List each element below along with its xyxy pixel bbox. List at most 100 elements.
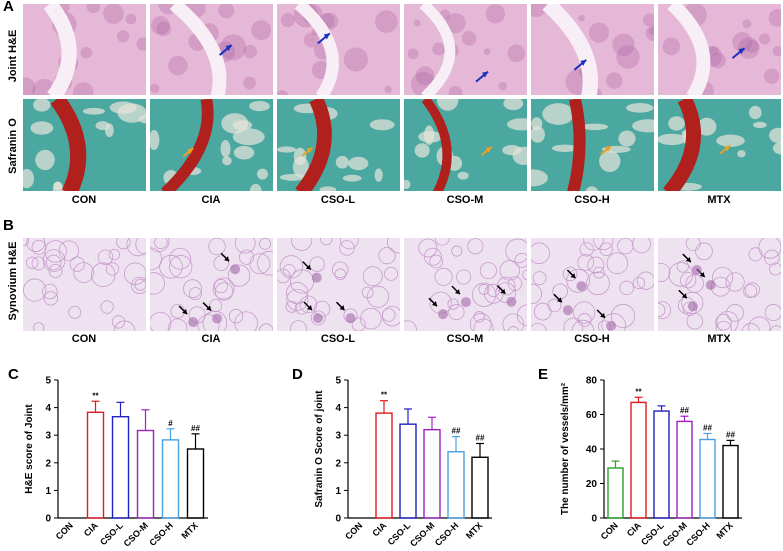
y-tick-label: 3 — [335, 431, 341, 442]
column-label-mtx: MTX — [707, 194, 731, 206]
significance-label: ## — [452, 427, 461, 436]
bar — [630, 401, 647, 519]
x-tick-label: CIA — [370, 520, 388, 538]
x-tick-label: CON — [54, 520, 75, 541]
bar — [423, 428, 441, 519]
column-label-cso-m: CSO-M — [446, 194, 484, 206]
significance-label: ## — [476, 433, 485, 442]
micrograph-syn-con — [22, 237, 147, 332]
column-label-cia: CIA — [201, 194, 221, 206]
bar — [447, 451, 465, 519]
x-tick-label: CSO-L — [98, 520, 125, 547]
column-label-cso-l: CSO-L — [320, 333, 356, 345]
micrograph-he-cso-m — [403, 3, 528, 96]
micrograph-syn-mtx — [657, 237, 782, 332]
x-tick-label: CSO-M — [408, 520, 436, 548]
micrograph-syn-cso-l — [276, 237, 401, 332]
significance-label: ## — [191, 424, 200, 433]
y-tick-label: 1 — [45, 486, 51, 497]
y-tick-label: 2 — [45, 458, 51, 469]
micrograph-saf-cia — [149, 98, 274, 192]
x-tick-label: MTX — [714, 520, 735, 541]
panel-letter-c: C — [8, 366, 19, 383]
column-label-con: CON — [71, 194, 97, 206]
bar — [111, 416, 130, 519]
x-tick-label: CON — [343, 520, 364, 541]
x-tick-label: CSO-M — [661, 520, 689, 548]
x-tick-label: CSO-H — [147, 520, 175, 548]
y-tick-label: 5 — [335, 376, 341, 387]
bar-chart-vessels: 0 20 40 60 80 The number of vessels/mm² CON ** C… — [560, 376, 742, 549]
y-tick-label: 4 — [45, 403, 51, 414]
y-tick-label: 20 — [586, 479, 598, 490]
significance-label: ** — [92, 391, 99, 400]
micrograph-saf-mtx — [657, 98, 782, 192]
y-tick-label: 0 — [335, 514, 341, 525]
significance-label: ** — [381, 391, 388, 400]
column-label-cso-h: CSO-H — [574, 194, 610, 206]
micrograph-he-cso-h — [530, 3, 655, 96]
x-tick-label: CIA — [82, 520, 100, 538]
significance-label: ## — [703, 423, 712, 432]
row-label-synovium: Synovium H&E — [7, 241, 19, 321]
bar — [653, 410, 670, 519]
x-tick-label: CSO-M — [122, 520, 150, 548]
panel-letter-a: A — [3, 0, 14, 15]
micrograph-saf-cso-m — [403, 98, 528, 192]
row-label-safranin: Safranin O — [7, 118, 19, 174]
bar — [722, 444, 739, 519]
x-tick-label: CSO-H — [684, 520, 712, 548]
bar — [136, 429, 155, 519]
x-tick-label: CSO-H — [433, 520, 461, 548]
column-label-mtx: MTX — [707, 333, 731, 345]
significance-label: ** — [635, 387, 642, 396]
y-tick-label: 60 — [586, 410, 598, 421]
column-label-cso-m: CSO-M — [446, 333, 484, 345]
micrograph-he-mtx — [657, 3, 782, 96]
y-tick-label: 0 — [45, 514, 51, 525]
micrograph-syn-cso-m — [403, 237, 528, 332]
significance-label: ## — [726, 430, 735, 439]
panel-letter-e: E — [538, 366, 549, 383]
y-tick-label: 2 — [335, 458, 341, 469]
column-label-con: CON — [71, 333, 97, 345]
y-tick-label: 1 — [335, 486, 341, 497]
bar — [471, 456, 489, 519]
micrograph-he-con — [22, 3, 147, 96]
bar — [699, 438, 716, 519]
y-axis-label: The number of vessels/mm² — [560, 382, 571, 515]
micrograph-he-cso-l — [276, 3, 401, 96]
y-axis-label: Safranin O Score of joint — [314, 390, 325, 508]
x-tick-label: CIA — [625, 520, 643, 538]
bar — [676, 420, 693, 519]
y-tick-label: 5 — [45, 376, 51, 387]
y-axis-label: H&E score of Joint — [24, 404, 35, 494]
micrograph-saf-cso-l — [276, 98, 401, 192]
bar — [161, 439, 180, 519]
micrograph-saf-cso-h — [530, 98, 655, 192]
bar — [375, 412, 393, 519]
y-tick-label: 40 — [586, 445, 598, 456]
panel-letter-b: B — [3, 217, 14, 234]
column-label-cso-l: CSO-L — [320, 194, 356, 206]
y-tick-label: 80 — [586, 376, 598, 387]
bar — [186, 448, 205, 519]
panel-letter-d: D — [292, 366, 303, 383]
bar-chart-safranin-joint: 0 1 2 3 4 5 Safranin O Score of joint CON ** CIA C… — [314, 376, 492, 549]
row-label-joint-he: Joint H&E — [7, 29, 19, 83]
y-tick-label: 4 — [335, 403, 341, 414]
micrograph-he-cia — [149, 3, 274, 96]
micrograph-syn-cso-h — [530, 237, 655, 332]
x-tick-label: MTX — [179, 520, 200, 541]
micrograph-syn-cia — [149, 237, 274, 332]
x-tick-label: MTX — [464, 520, 485, 541]
y-tick-label: 3 — [45, 431, 51, 442]
significance-label: # — [168, 419, 173, 428]
bar — [399, 423, 417, 519]
x-tick-label: CON — [599, 520, 620, 541]
y-tick-label: 0 — [591, 514, 597, 525]
column-label-cia: CIA — [201, 333, 221, 345]
bar — [607, 467, 624, 519]
bar — [86, 411, 105, 519]
